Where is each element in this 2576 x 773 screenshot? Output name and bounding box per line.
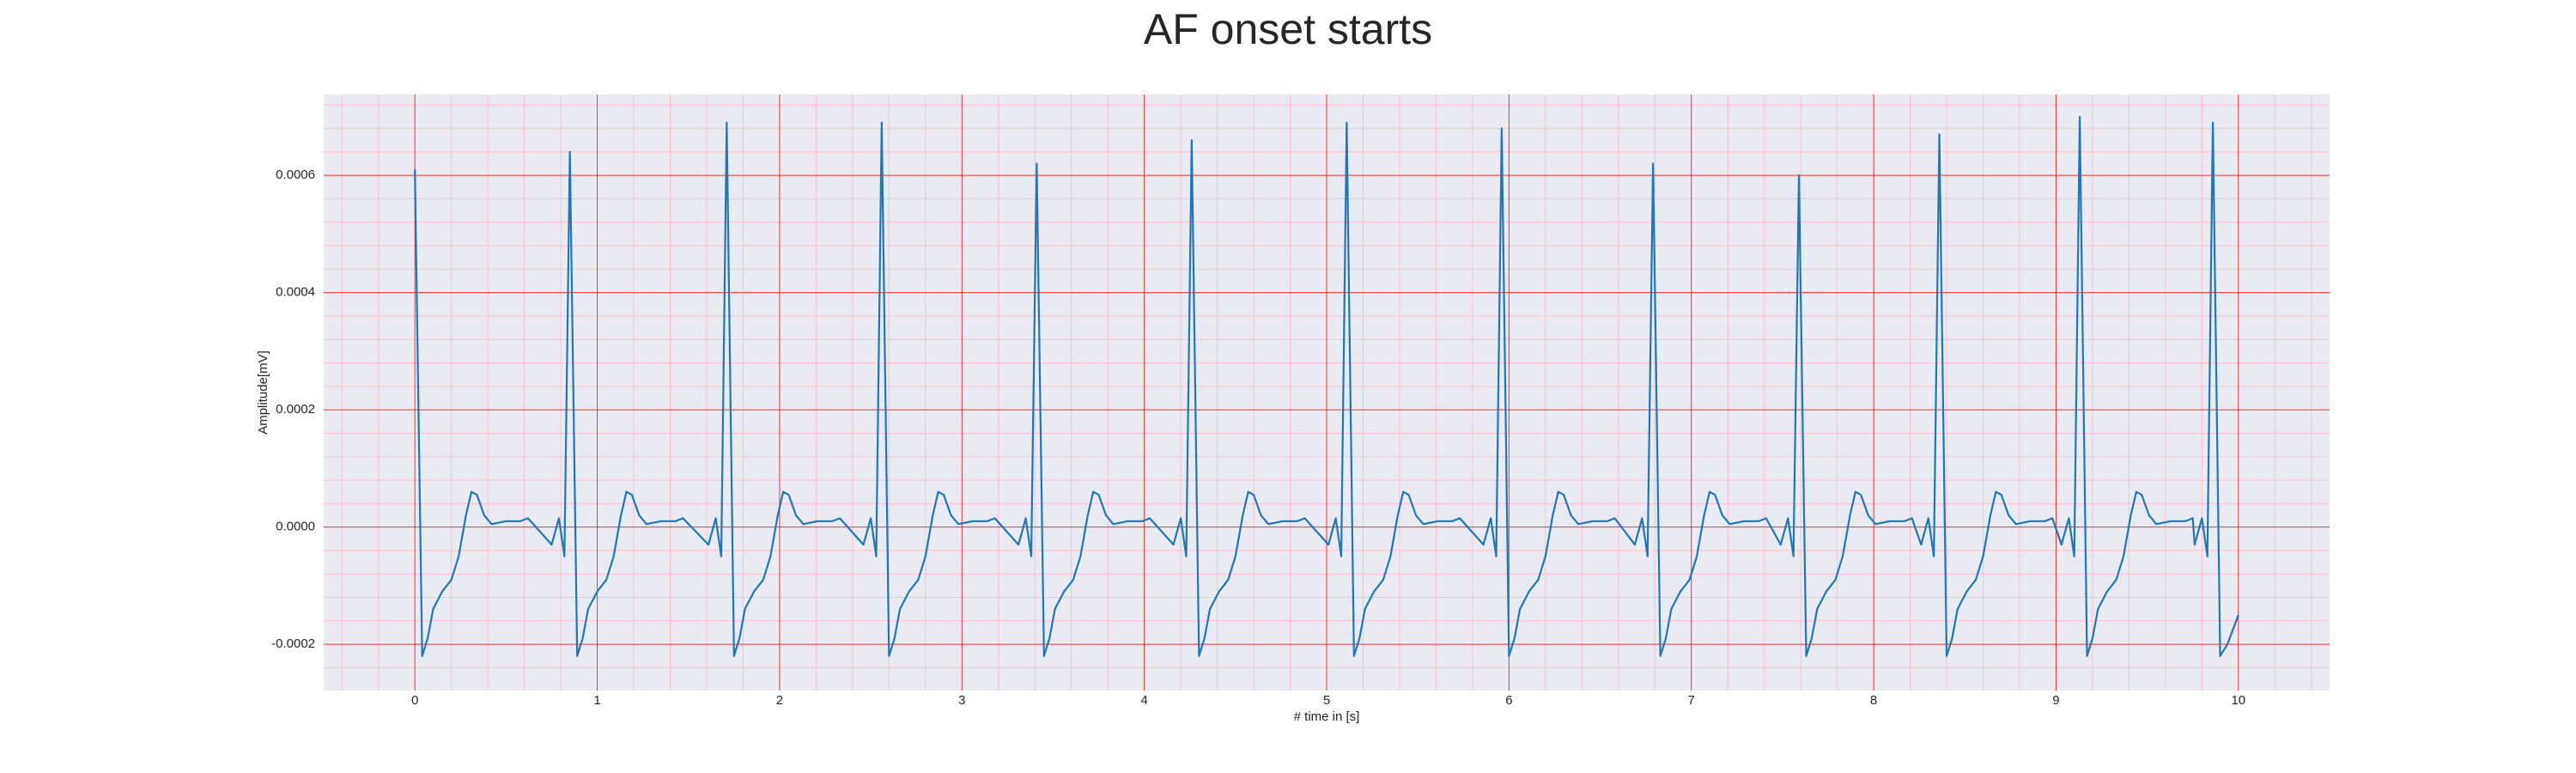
y-tick-label: 0.0004 [276, 285, 315, 300]
data-line [414, 115, 2239, 657]
x-tick-label: 7 [1688, 693, 1695, 708]
y-tick-label: 0.0002 [276, 402, 315, 417]
x-axis-label: # time in [s] [1294, 709, 1360, 724]
x-tick-label: 6 [1505, 693, 1512, 708]
y-tick-label: 0.0000 [276, 520, 315, 534]
y-tick-label: -0.0002 [271, 636, 315, 651]
grid [324, 94, 2330, 691]
x-tick-label: 2 [776, 693, 783, 708]
x-tick-label: 4 [1140, 693, 1147, 708]
x-tick-label: 5 [1323, 693, 1330, 708]
x-tick-label: 3 [958, 693, 965, 708]
x-tick-label: 9 [2052, 693, 2059, 708]
y-tick-label: 0.0006 [276, 167, 315, 182]
x-tick-label: 10 [2231, 693, 2245, 708]
x-tick-label: 8 [1870, 693, 1877, 708]
y-axis-label: Amplitude[mV] [256, 350, 270, 435]
x-tick-label: 1 [593, 693, 600, 708]
chart-title: AF onset starts [1144, 5, 1432, 53]
x-tick-label: 0 [411, 693, 418, 708]
